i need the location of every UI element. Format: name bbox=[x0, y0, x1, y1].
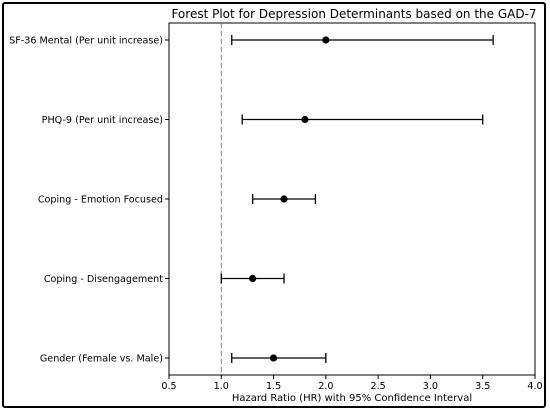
forest-row: Coping - Disengagement bbox=[44, 273, 285, 285]
y-tick-label: SF-36 Mental (Per unit increase) bbox=[9, 36, 163, 47]
hr-point bbox=[280, 195, 288, 203]
y-tick-label: PHQ-9 (Per unit increase) bbox=[42, 115, 163, 126]
hr-point bbox=[249, 274, 257, 283]
x-tick-label: 2.5 bbox=[371, 381, 386, 392]
x-tick-label: 2.0 bbox=[318, 381, 333, 392]
forest-row: PHQ-9 (Per unit increase) bbox=[42, 114, 484, 126]
y-tick-label: Coping - Emotion Focused bbox=[38, 195, 163, 206]
hr-point bbox=[301, 115, 309, 124]
forest-row: SF-36 Mental (Per unit increase) bbox=[9, 35, 494, 47]
y-tick-label: Coping - Disengagement bbox=[44, 274, 163, 285]
x-tick-label: 3.5 bbox=[475, 381, 490, 392]
x-tick-label: 0.5 bbox=[161, 381, 176, 392]
rows-layer: SF-36 Mental (Per unit increase) PHQ-9 (P… bbox=[9, 35, 494, 365]
x-tick-label: 1.0 bbox=[214, 381, 229, 392]
hr-point bbox=[322, 36, 330, 44]
plot-area bbox=[168, 22, 536, 376]
forest-row: Gender (Female vs. Male) bbox=[40, 353, 327, 365]
figure-frame bbox=[2, 2, 546, 408]
x-ticks-layer: 0.5 1.0 1.5 2.0 2.5 3.0 3.5 4.0 bbox=[161, 375, 543, 392]
x-tick-label: 3.0 bbox=[423, 381, 438, 392]
chart-title: Forest Plot for Depression Determinants … bbox=[171, 7, 536, 21]
x-axis-label: Hazard Ratio (HR) with 95% Confidence In… bbox=[232, 393, 472, 404]
hr-point bbox=[269, 354, 278, 362]
y-tick-label: Gender (Female vs. Male) bbox=[40, 354, 163, 365]
x-tick-label: 4.0 bbox=[527, 381, 542, 392]
x-tick-label: 1.5 bbox=[266, 381, 281, 392]
forest-row: Coping - Emotion Focused bbox=[38, 194, 317, 206]
